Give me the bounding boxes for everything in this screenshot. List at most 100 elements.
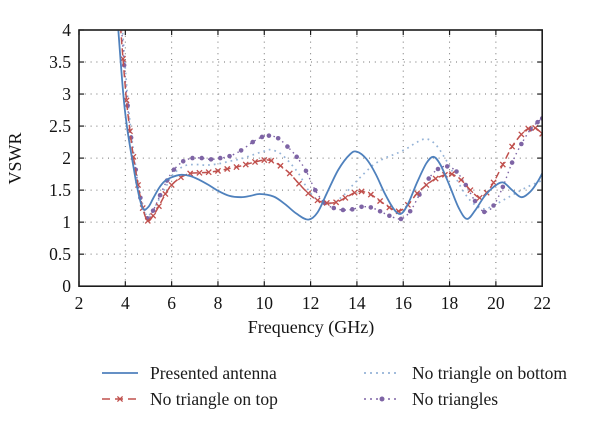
x-marker bbox=[333, 199, 340, 206]
x-marker bbox=[509, 143, 516, 150]
x-marker bbox=[214, 167, 222, 174]
legend-item-no-triangles: No triangles bbox=[362, 389, 498, 409]
x-marker bbox=[224, 165, 231, 173]
x-tick-label: 12 bbox=[302, 293, 320, 313]
circle-marker bbox=[285, 144, 290, 149]
circle-marker bbox=[535, 119, 540, 125]
x-marker bbox=[499, 161, 506, 168]
x-marker bbox=[286, 170, 293, 177]
x-marker bbox=[168, 181, 175, 189]
series-1 bbox=[116, 2, 543, 224]
circle-marker bbox=[387, 213, 392, 219]
x-marker bbox=[358, 188, 365, 195]
x-marker bbox=[233, 164, 240, 171]
circle-marker bbox=[217, 155, 223, 161]
x-marker bbox=[448, 171, 455, 178]
circle-marker bbox=[359, 204, 364, 210]
x-tick-label: 14 bbox=[348, 293, 366, 313]
x-marker bbox=[414, 190, 421, 197]
x-marker bbox=[268, 157, 275, 164]
series-3 bbox=[118, 2, 543, 222]
x-marker bbox=[367, 191, 374, 198]
tick-labels: 2 4 6 8 10 12 14 16 18 20 22 0 0.5 1 1.5 2 2.5 3 3.5 4 bbox=[49, 20, 551, 313]
x-marker bbox=[314, 197, 321, 204]
circle-marker bbox=[171, 167, 177, 172]
circle-marker bbox=[331, 205, 337, 211]
y-tick-label: 3.5 bbox=[49, 52, 71, 72]
y-tick-label: 1 bbox=[62, 212, 71, 232]
x-marker bbox=[150, 212, 157, 219]
circle-marker bbox=[435, 166, 441, 172]
circle-marker bbox=[238, 148, 244, 153]
legend-label: No triangles bbox=[412, 389, 499, 409]
x-marker bbox=[205, 169, 212, 176]
circle-marker bbox=[208, 157, 214, 162]
circle-marker bbox=[180, 159, 186, 164]
x-marker bbox=[518, 131, 525, 138]
circle-marker bbox=[340, 207, 346, 213]
circle-marker bbox=[118, 2, 123, 7]
circle-marker bbox=[266, 133, 272, 138]
legend-swatch-dashed-x-line bbox=[102, 395, 138, 403]
circle-marker bbox=[444, 164, 450, 169]
x-marker bbox=[539, 130, 543, 137]
circle-marker bbox=[482, 209, 487, 215]
circle-marker bbox=[294, 154, 300, 160]
legend-label: No triangle on bottom bbox=[412, 363, 568, 383]
legend-item-no-triangle-on-bottom: No triangle on bottom bbox=[362, 363, 567, 383]
x-marker bbox=[532, 124, 539, 132]
x-tick-label: 2 bbox=[75, 293, 84, 313]
vswr-frequency-chart: 2 4 6 8 10 12 14 16 18 20 22 0 0.5 1 1.5 2 2.5 3 3.5 4 Freq… bbox=[5, 2, 551, 338]
series-line bbox=[117, 30, 543, 221]
x-marker bbox=[351, 189, 358, 196]
circle-marker bbox=[275, 135, 281, 141]
x-marker bbox=[458, 176, 465, 183]
x-tick-label: 22 bbox=[533, 293, 551, 313]
legend-swatch-dotted-line bbox=[364, 372, 400, 374]
circle-marker bbox=[398, 216, 404, 222]
circle-marker bbox=[227, 153, 232, 159]
x-marker bbox=[162, 190, 169, 198]
series-line bbox=[121, 30, 543, 220]
circle-marker bbox=[472, 198, 478, 204]
x-marker bbox=[467, 187, 474, 194]
circle-marker bbox=[417, 192, 422, 197]
x-tick-label: 18 bbox=[441, 293, 459, 313]
y-axis-title: VSWR bbox=[5, 132, 25, 184]
y-tick-label: 4 bbox=[62, 20, 71, 40]
circle-marker bbox=[407, 208, 413, 214]
x-tick-label: 4 bbox=[121, 293, 130, 313]
grid-lines bbox=[79, 30, 543, 287]
legend-label: No triangle on top bbox=[150, 389, 278, 409]
circle-marker bbox=[500, 184, 506, 190]
x-marker bbox=[377, 197, 384, 205]
x-marker bbox=[242, 161, 249, 168]
x-marker bbox=[116, 2, 121, 7]
series-line bbox=[120, 30, 543, 222]
circle-marker bbox=[454, 169, 459, 174]
x-marker bbox=[490, 179, 497, 186]
data-series bbox=[116, 2, 543, 224]
legend-swatch-dotted-circle-line bbox=[364, 396, 400, 402]
y-tick-label: 0.5 bbox=[49, 244, 71, 264]
y-tick-label: 1.5 bbox=[49, 180, 71, 200]
circle-marker bbox=[150, 208, 156, 213]
x-marker bbox=[251, 158, 259, 166]
circle-marker bbox=[190, 155, 195, 161]
x-tick-label: 16 bbox=[394, 293, 412, 313]
x-marker bbox=[196, 169, 203, 176]
legend-x-marker bbox=[116, 395, 124, 403]
circle-marker bbox=[368, 205, 374, 210]
circle-marker bbox=[303, 168, 309, 174]
legend-label: Presented antenna bbox=[150, 363, 277, 383]
legend-item-presented-antenna: Presented antenna bbox=[100, 363, 277, 383]
circle-marker bbox=[349, 207, 355, 212]
x-tick-label: 8 bbox=[214, 293, 223, 313]
y-tick-label: 0 bbox=[62, 276, 71, 296]
x-marker bbox=[144, 217, 151, 224]
x-marker bbox=[432, 175, 439, 182]
circle-marker bbox=[157, 192, 163, 198]
y-tick-label: 3 bbox=[62, 84, 71, 104]
legend-item-no-triangle-on-top: No triangle on top bbox=[100, 389, 278, 409]
legend-circle-marker bbox=[379, 396, 385, 402]
